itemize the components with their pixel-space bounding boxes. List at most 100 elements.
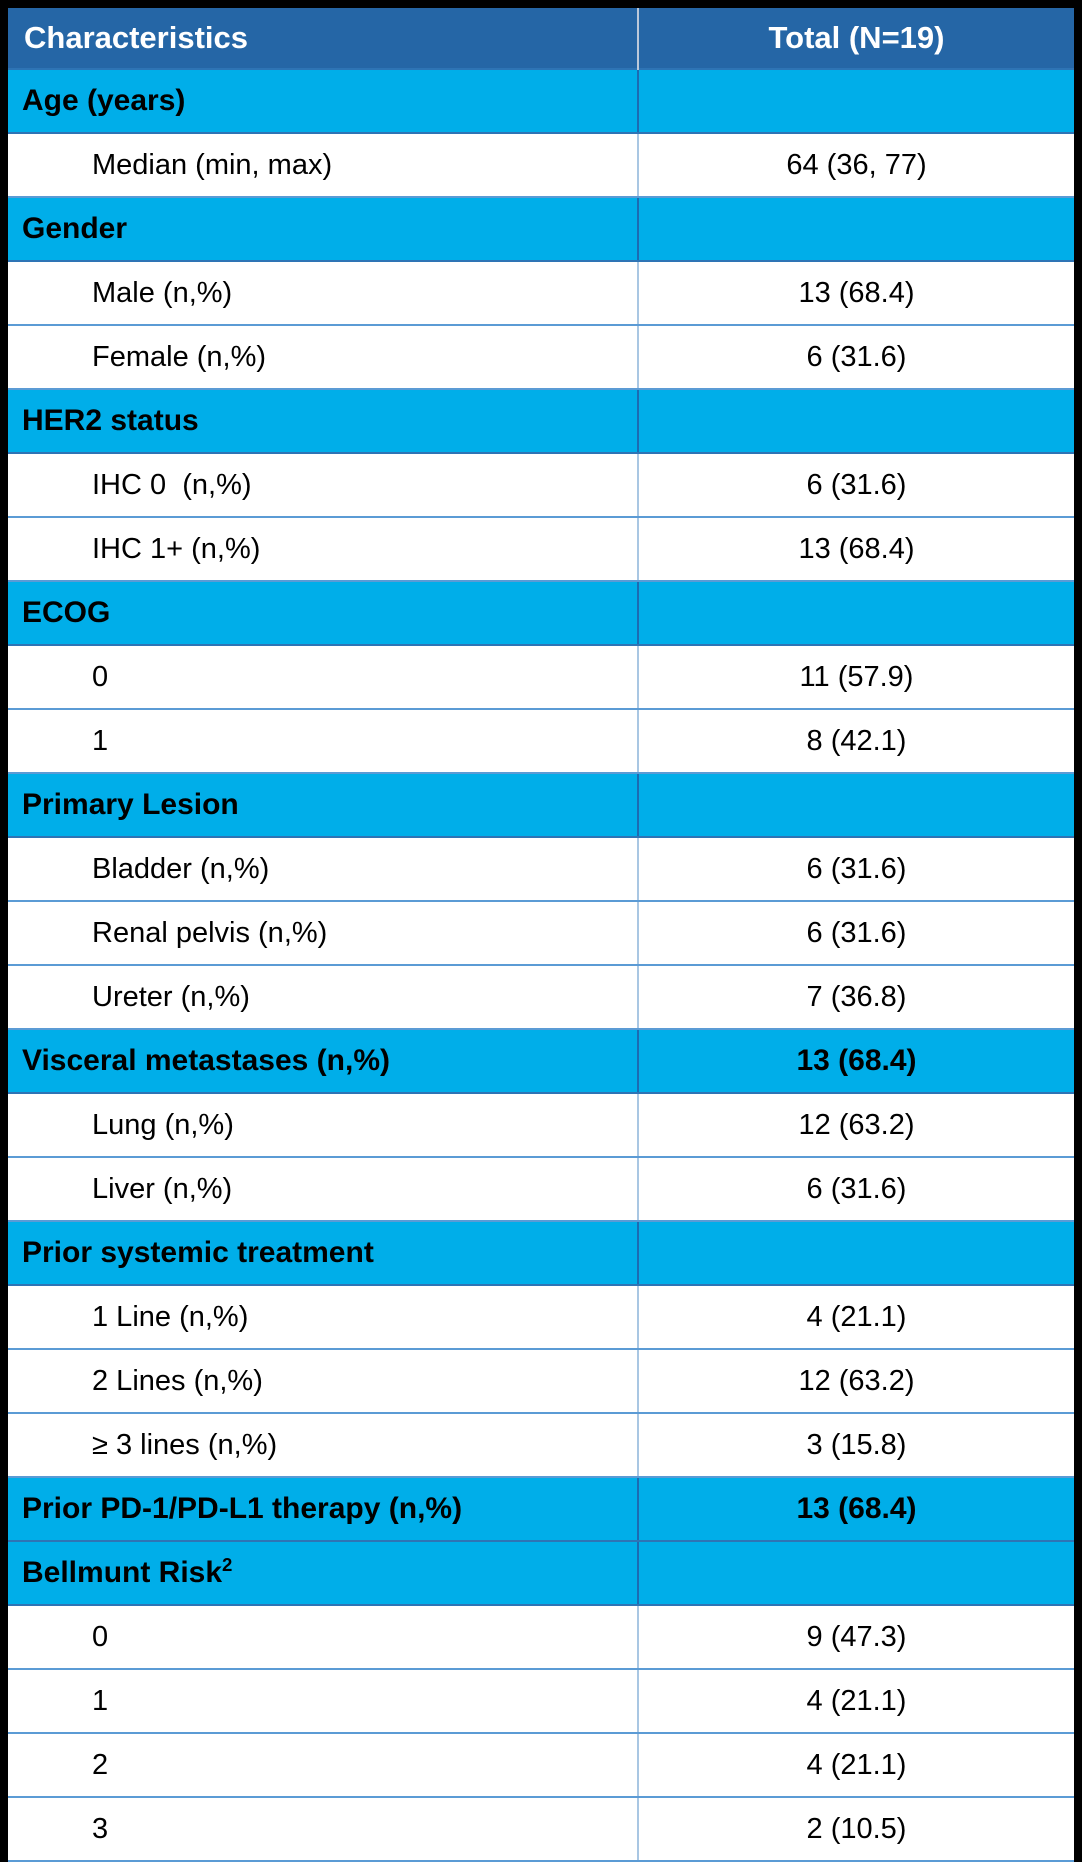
header-row: Characteristics Total (N=19)	[8, 8, 1074, 69]
row-label-text: ECOG	[22, 596, 111, 629]
row-label: Female (n,%)	[8, 324, 638, 390]
row-label: 1	[8, 708, 638, 774]
row-label-text: Lung (n,%)	[92, 1108, 234, 1141]
table-row: 0 9 (47.3)	[8, 1604, 1074, 1670]
row-label-text: IHC 0 (n,%)	[92, 468, 252, 501]
row-label-text: Prior systemic treatment	[22, 1236, 374, 1269]
row-label: Prior PD-1/PD-L1 therapy (n,%)	[8, 1476, 638, 1542]
row-label: 1 Line (n,%)	[8, 1284, 638, 1350]
row-value: 64 (36, 77)	[637, 132, 1074, 198]
table-row: 3 2 (10.5)	[8, 1796, 1074, 1862]
row-value	[637, 68, 1074, 134]
table-row: IHC 1+ (n,%) 13 (68.4)	[8, 516, 1074, 582]
section-row: HER2 status	[8, 388, 1074, 454]
row-value	[637, 1540, 1074, 1606]
row-value: 11 (57.9)	[637, 644, 1074, 710]
section-row: Prior PD-1/PD-L1 therapy (n,%) 13 (68.4)	[8, 1476, 1074, 1542]
row-label: Primary Lesion	[8, 772, 638, 838]
row-label: Bellmunt Risk2	[8, 1540, 638, 1606]
row-label-text: HER2 status	[22, 404, 199, 437]
row-value: 13 (68.4)	[637, 260, 1074, 326]
row-label: 0	[8, 1604, 638, 1670]
row-label: Gender	[8, 196, 638, 262]
row-value: 13 (68.4)	[637, 1028, 1074, 1094]
section-row: Prior systemic treatment	[8, 1220, 1074, 1286]
row-label: ECOG	[8, 580, 638, 646]
section-row: Visceral metastases (n,%) 13 (68.4)	[8, 1028, 1074, 1094]
table-row: 2 4 (21.1)	[8, 1732, 1074, 1798]
table-row: 1 4 (21.1)	[8, 1668, 1074, 1734]
row-label: Lung (n,%)	[8, 1092, 638, 1158]
row-label: 2	[8, 1732, 638, 1798]
row-value: 6 (31.6)	[637, 324, 1074, 390]
row-label-text: Primary Lesion	[22, 788, 239, 821]
row-label: 1	[8, 1668, 638, 1734]
row-label: Renal pelvis (n,%)	[8, 900, 638, 966]
row-value: 8 (42.1)	[637, 708, 1074, 774]
row-value: 12 (63.2)	[637, 1348, 1074, 1414]
row-label: 2 Lines (n,%)	[8, 1348, 638, 1414]
header-total: Total (N=19)	[637, 8, 1074, 69]
row-value	[637, 772, 1074, 838]
row-label: Visceral metastases (n,%)	[8, 1028, 638, 1094]
row-value: 13 (68.4)	[637, 1476, 1074, 1542]
table-row: IHC 0 (n,%) 6 (31.6)	[8, 452, 1074, 518]
table-row: 0 11 (57.9)	[8, 644, 1074, 710]
row-value	[637, 388, 1074, 454]
row-value: 9 (47.3)	[637, 1604, 1074, 1670]
row-value: 2 (10.5)	[637, 1796, 1074, 1862]
row-value: 4 (21.1)	[637, 1668, 1074, 1734]
row-label-text: Liver (n,%)	[92, 1172, 233, 1205]
table-row: Median (min, max) 64 (36, 77)	[8, 132, 1074, 198]
section-row: Gender	[8, 196, 1074, 262]
row-label-text: Renal pelvis (n,%)	[92, 916, 328, 949]
table-row: Ureter (n,%) 7 (36.8)	[8, 964, 1074, 1030]
row-label-text: Age (years)	[22, 84, 186, 117]
table-row: Bladder (n,%) 6 (31.6)	[8, 836, 1074, 902]
row-label: IHC 1+ (n,%)	[8, 516, 638, 582]
row-value: 12 (63.2)	[637, 1092, 1074, 1158]
row-value: 13 (68.4)	[637, 516, 1074, 582]
row-label-text: IHC 1+ (n,%)	[92, 532, 261, 565]
row-label: Bladder (n,%)	[8, 836, 638, 902]
row-label-text: 0	[92, 1620, 109, 1653]
section-row: Age (years)	[8, 68, 1074, 134]
row-label-text: Female (n,%)	[92, 340, 267, 373]
row-value: 6 (31.6)	[637, 900, 1074, 966]
row-label-text: Male (n,%)	[92, 276, 233, 309]
table-row: ≥ 3 lines (n,%) 3 (15.8)	[8, 1412, 1074, 1478]
row-label: 3	[8, 1796, 638, 1862]
row-value: 7 (36.8)	[637, 964, 1074, 1030]
row-label: Liver (n,%)	[8, 1156, 638, 1222]
table-row: 2 Lines (n,%) 12 (63.2)	[8, 1348, 1074, 1414]
row-label: Age (years)	[8, 68, 638, 134]
row-label-text: 2 Lines (n,%)	[92, 1364, 263, 1397]
row-label-text: Gender	[22, 212, 128, 245]
row-label: Ureter (n,%)	[8, 964, 638, 1030]
row-label: ≥ 3 lines (n,%)	[8, 1412, 638, 1478]
table-row: Renal pelvis (n,%) 6 (31.6)	[8, 900, 1074, 966]
row-label-text: 1	[92, 724, 109, 757]
row-label-text: 3	[92, 1812, 109, 1845]
header-characteristics: Characteristics	[8, 8, 638, 69]
row-label: HER2 status	[8, 388, 638, 454]
row-label: IHC 0 (n,%)	[8, 452, 638, 518]
row-label-text: Ureter (n,%)	[92, 980, 250, 1013]
table-row: Female (n,%) 6 (31.6)	[8, 324, 1074, 390]
row-value: 6 (31.6)	[637, 452, 1074, 518]
row-label: Male (n,%)	[8, 260, 638, 326]
row-label-text: Bellmunt Risk	[22, 1556, 223, 1589]
row-value	[637, 580, 1074, 646]
table-row: 1 8 (42.1)	[8, 708, 1074, 774]
table-row: 1 Line (n,%) 4 (21.1)	[8, 1284, 1074, 1350]
row-label-text: Median (min, max)	[92, 148, 333, 181]
row-label-superscript: 2	[222, 1554, 233, 1575]
row-label-text: 0	[92, 660, 109, 693]
row-value	[637, 196, 1074, 262]
table-row: Lung (n,%) 12 (63.2)	[8, 1092, 1074, 1158]
row-label-text: 1 Line (n,%)	[92, 1300, 249, 1333]
table-body: Age (years) Median (min, max) 64 (36, 77) G…	[8, 68, 1074, 1862]
row-value: 4 (21.1)	[637, 1732, 1074, 1798]
row-label-text: Prior PD-1/PD-L1 therapy (n,%)	[22, 1492, 463, 1525]
